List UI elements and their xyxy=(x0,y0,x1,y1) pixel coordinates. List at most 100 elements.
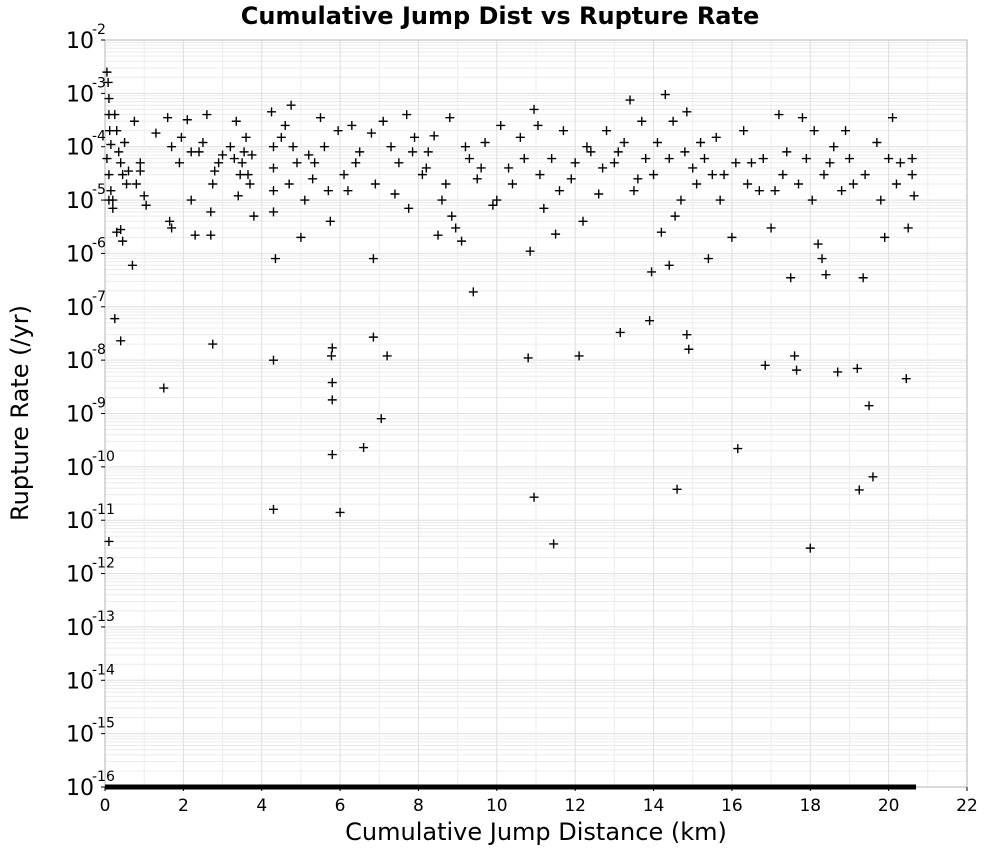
data-point xyxy=(206,207,216,217)
data-point xyxy=(739,126,749,136)
data-point xyxy=(641,154,651,164)
data-point xyxy=(688,163,698,173)
data-point xyxy=(390,189,400,199)
y-tick-base: 10 xyxy=(66,723,94,748)
y-tick-base: 10 xyxy=(66,242,94,267)
data-point xyxy=(535,170,545,180)
data-point xyxy=(792,365,802,375)
data-point xyxy=(598,163,608,173)
data-point xyxy=(774,110,784,120)
data-point xyxy=(268,163,278,173)
data-point xyxy=(833,367,843,377)
y-tick-exponent: -5 xyxy=(92,182,106,198)
data-point xyxy=(410,132,420,142)
data-point xyxy=(578,216,588,226)
data-point xyxy=(104,195,114,205)
data-point xyxy=(167,223,177,233)
data-point xyxy=(539,203,549,213)
data-point xyxy=(472,174,482,184)
x-tick-label: 20 xyxy=(878,796,900,816)
data-point xyxy=(151,128,161,138)
data-point xyxy=(127,260,137,270)
data-point xyxy=(122,179,132,189)
data-point xyxy=(664,260,674,270)
data-point xyxy=(778,170,788,180)
data-point xyxy=(186,147,196,157)
data-point xyxy=(743,179,753,189)
data-point xyxy=(351,158,361,168)
data-point xyxy=(366,128,376,138)
data-point xyxy=(670,211,680,221)
data-point xyxy=(837,186,847,196)
data-point xyxy=(519,154,529,164)
data-point xyxy=(880,232,890,242)
y-tick-base: 10 xyxy=(66,669,94,694)
data-point xyxy=(864,401,874,411)
y-tick-exponent: -3 xyxy=(92,75,106,91)
data-point xyxy=(731,158,741,168)
data-point xyxy=(225,142,235,152)
data-point xyxy=(547,154,557,164)
data-point xyxy=(421,163,431,173)
data-point xyxy=(359,443,369,453)
x-axis-label: Cumulative Jump Distance (km) xyxy=(345,818,727,846)
data-point xyxy=(394,158,404,168)
data-point xyxy=(304,150,314,160)
data-point xyxy=(433,230,443,240)
x-tick-label: 8 xyxy=(413,796,424,816)
data-point xyxy=(719,170,729,180)
data-point xyxy=(116,336,126,346)
y-tick-exponent: -7 xyxy=(92,289,106,305)
data-point xyxy=(229,154,239,164)
data-point xyxy=(649,170,659,180)
data-point xyxy=(451,223,461,233)
data-point xyxy=(208,339,218,349)
data-point xyxy=(194,147,204,157)
data-point xyxy=(574,351,584,361)
data-point xyxy=(860,170,870,180)
data-point xyxy=(707,170,717,180)
y-tick-exponent: -10 xyxy=(92,449,115,465)
y-tick-exponent: -6 xyxy=(92,235,106,251)
data-point xyxy=(682,330,692,340)
data-point xyxy=(288,142,298,152)
data-point xyxy=(676,195,686,205)
data-point xyxy=(408,147,418,157)
data-point xyxy=(733,444,743,454)
data-point xyxy=(813,239,823,249)
x-tick-label: 6 xyxy=(335,796,346,816)
data-point xyxy=(186,195,196,205)
data-point xyxy=(615,327,625,337)
data-point xyxy=(141,200,151,210)
data-point xyxy=(116,225,126,235)
data-point xyxy=(872,137,882,147)
data-point xyxy=(786,273,796,283)
data-point xyxy=(174,158,184,168)
data-point xyxy=(163,113,173,123)
data-point xyxy=(609,158,619,168)
data-point xyxy=(652,137,662,147)
data-point xyxy=(664,154,674,164)
y-tick-base: 10 xyxy=(66,403,94,428)
data-point xyxy=(884,154,894,164)
y-tick-base: 10 xyxy=(66,456,94,481)
data-point xyxy=(165,216,175,226)
data-point xyxy=(316,113,325,123)
data-point xyxy=(809,126,819,136)
data-point xyxy=(619,137,629,147)
data-point xyxy=(468,287,478,297)
data-point xyxy=(135,166,145,176)
x-tick-label: 4 xyxy=(256,796,267,816)
data-point xyxy=(633,174,643,184)
data-point xyxy=(515,132,525,142)
x-tick-label: 12 xyxy=(564,796,586,816)
data-point xyxy=(555,186,565,196)
data-point xyxy=(460,142,470,152)
data-point xyxy=(368,332,378,342)
data-point xyxy=(296,232,306,242)
data-point xyxy=(523,353,533,363)
data-point xyxy=(637,116,647,126)
y-tick-exponent: -2 xyxy=(92,22,106,38)
x-tick-label: 14 xyxy=(643,796,665,816)
data-point xyxy=(131,179,141,189)
